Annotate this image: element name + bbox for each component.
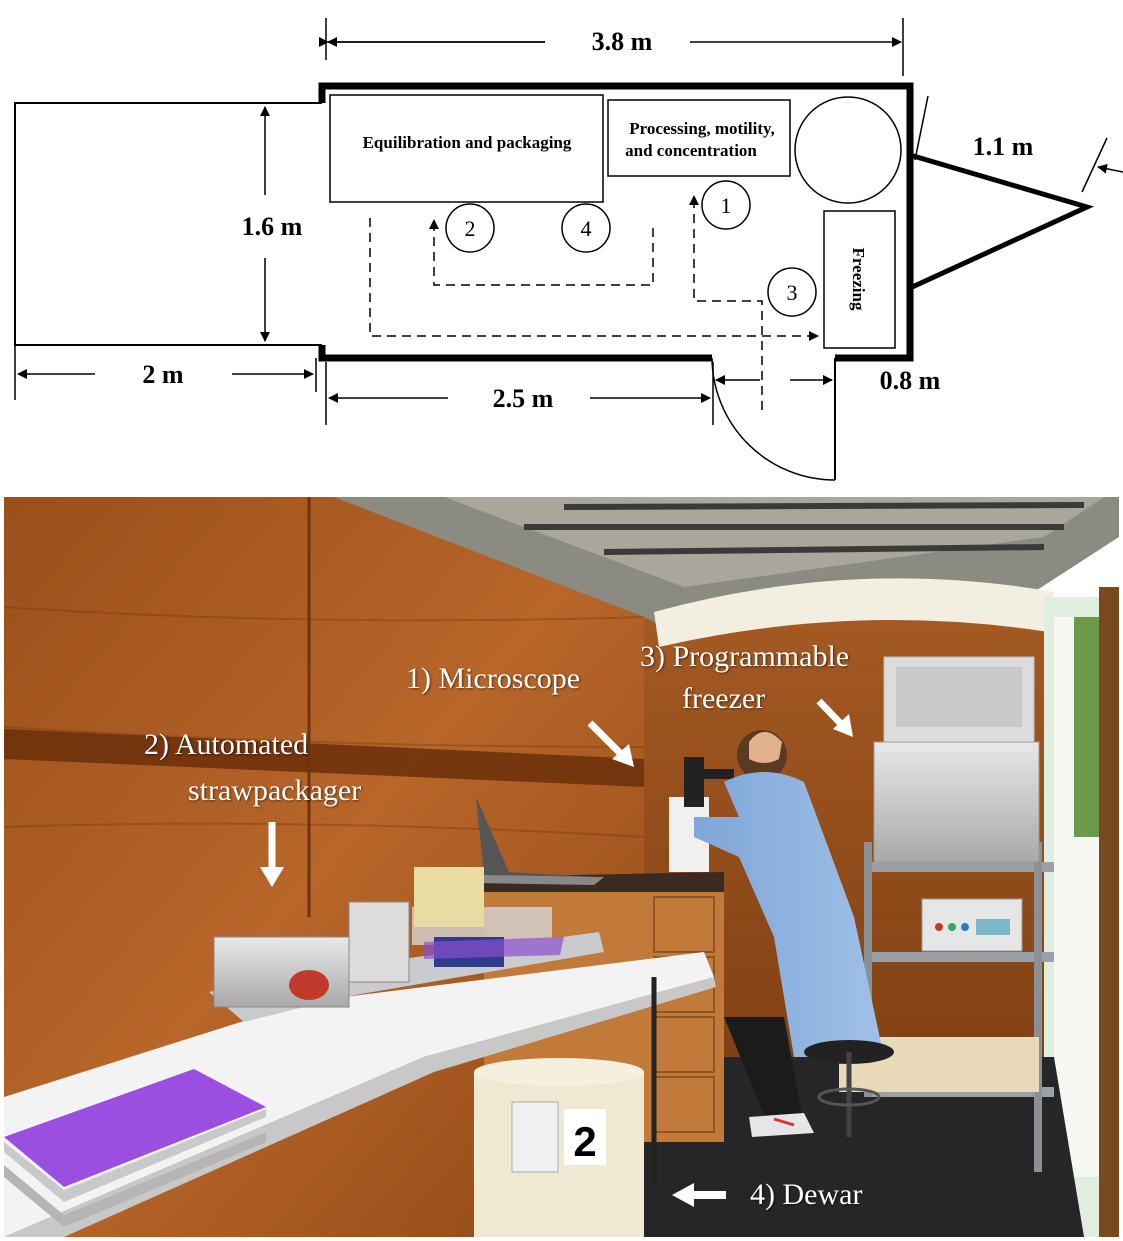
step-marker-3: 3 bbox=[767, 267, 817, 317]
label-microscope: 1) Microscope bbox=[406, 662, 581, 695]
step-marker-4: 4 bbox=[561, 203, 611, 253]
dimension-vehicle-length-label: 2 m bbox=[142, 360, 184, 389]
freezing-station bbox=[823, 210, 896, 349]
dimension-tongue bbox=[914, 95, 1123, 193]
ceiling-light bbox=[654, 578, 1054, 647]
dewar-number-tag bbox=[564, 1109, 606, 1165]
straw-tray bbox=[4, 1069, 266, 1187]
dimension-door-width-label: 0.8 m bbox=[880, 366, 941, 395]
equilibration-station bbox=[329, 94, 604, 203]
svg-text:1: 1 bbox=[721, 193, 732, 218]
processing-label-line1: Processing, motility, bbox=[629, 119, 775, 138]
processing-label-line2: and concentration bbox=[625, 141, 757, 160]
label-dewar: 4) Dewar bbox=[750, 1178, 863, 1211]
dewar: 2 bbox=[474, 1058, 644, 1237]
dimension-tongue-label: 1.1 m bbox=[973, 132, 1034, 161]
dewar-circle bbox=[794, 96, 902, 204]
svg-text:2: 2 bbox=[465, 216, 476, 241]
wall-trim bbox=[4, 729, 644, 787]
step-marker-1: 1 bbox=[701, 180, 751, 230]
trailer-tongue bbox=[908, 152, 1095, 291]
svg-text:3: 3 bbox=[787, 280, 798, 305]
label-packager-line1: 2) Automated bbox=[144, 728, 309, 761]
svg-text:2: 2 bbox=[573, 1118, 596, 1165]
microscope bbox=[669, 757, 734, 872]
label-freezer-line2: freezer bbox=[682, 682, 766, 715]
step-marker-2: 2 bbox=[445, 203, 495, 253]
dimension-vehicle-length bbox=[14, 345, 317, 400]
arrow-freezer bbox=[816, 698, 853, 737]
label-packager-line2: strawpackager bbox=[188, 774, 362, 807]
arrow-dewar bbox=[672, 1183, 726, 1207]
arrow-microscope bbox=[587, 720, 634, 767]
dimension-wall-segment-label: 2.5 m bbox=[493, 384, 554, 413]
door-swing-arc bbox=[711, 357, 836, 481]
trailer-wall bbox=[318, 82, 914, 362]
straw-packager bbox=[209, 867, 604, 1022]
freezer-body bbox=[873, 741, 1040, 863]
trailer-floor-plan: Equilibration and packaging Processing, … bbox=[14, 18, 1123, 481]
dimension-wall-segment bbox=[325, 362, 714, 425]
trailer-interior-photo: 2 bbox=[4, 497, 1119, 1237]
workflow-path-packaging bbox=[429, 219, 654, 286]
svg-text:4: 4 bbox=[581, 216, 592, 241]
researcher bbox=[694, 730, 894, 1137]
arrow-packager bbox=[260, 822, 284, 887]
equilibration-label: Equilibration and packaging bbox=[363, 133, 572, 152]
tow-vehicle-outline bbox=[14, 102, 322, 346]
freezing-label: Freezing bbox=[849, 248, 868, 311]
processing-station bbox=[607, 99, 791, 177]
bench-table bbox=[4, 952, 714, 1237]
laptop bbox=[476, 797, 594, 879]
dimension-total-length-label: 3.8 m bbox=[592, 27, 653, 56]
workflow-path-processing bbox=[689, 195, 763, 410]
dimension-width-label: 1.6 m bbox=[242, 212, 303, 241]
dimension-total-length bbox=[319, 18, 904, 76]
interior-illustration: 2 bbox=[4, 497, 1119, 1237]
pointer-arrows bbox=[260, 698, 853, 1207]
label-freezer-line1: 3) Programmable bbox=[640, 640, 850, 673]
workflow-paths bbox=[369, 195, 819, 410]
